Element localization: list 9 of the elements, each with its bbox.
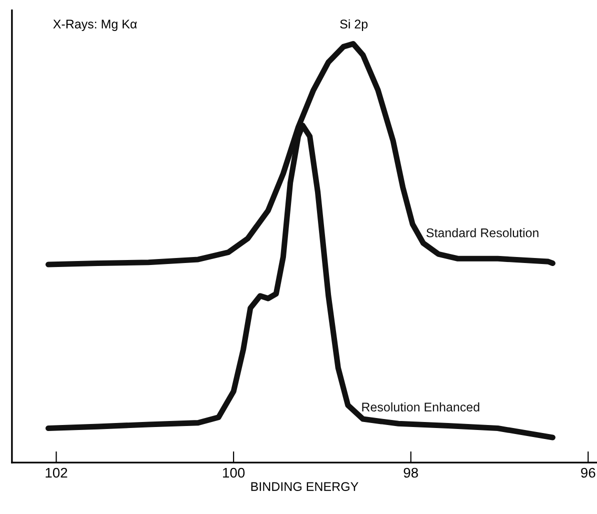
x-axis-title: BINDING ENERGY bbox=[251, 482, 358, 491]
x-tick-label: 96 bbox=[581, 468, 596, 478]
series-label: Resolution Enhanced bbox=[362, 402, 480, 412]
x-tick-label: 98 bbox=[404, 468, 418, 478]
x-tick-label: 102 bbox=[46, 468, 68, 478]
text: X-Rays: Mg Kα bbox=[53, 20, 137, 31]
text: Si 2p bbox=[340, 19, 368, 31]
series-label: Standard Resolution bbox=[426, 228, 538, 238]
x-tick-label: 100 bbox=[223, 468, 245, 478]
